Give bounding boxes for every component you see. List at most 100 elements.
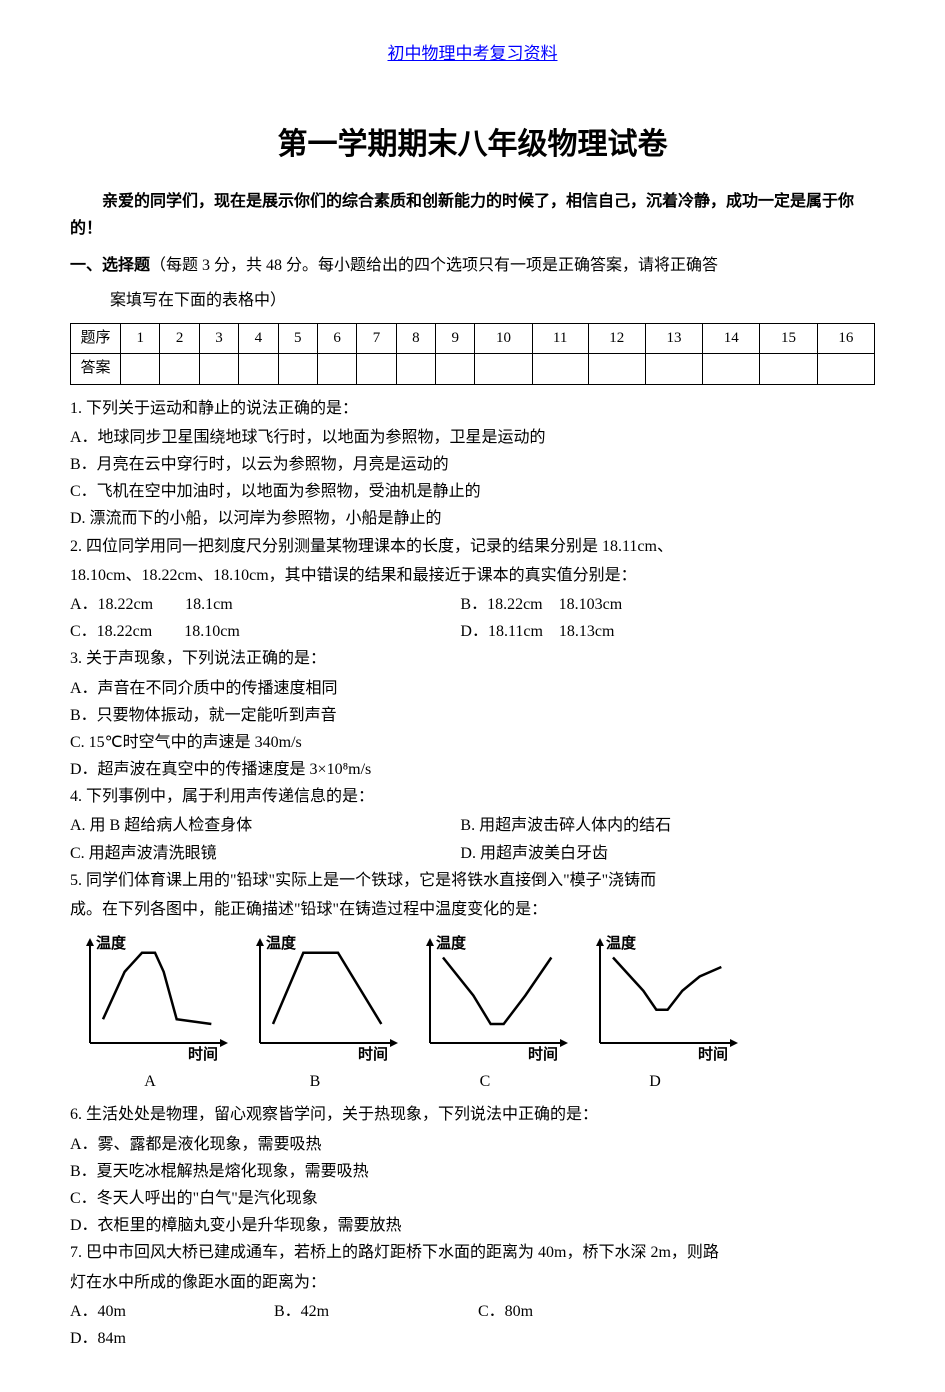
col-head: 9 [436, 323, 475, 354]
q3-stem: 3. 关于声现象，下列说法正确的是： [70, 645, 875, 672]
q2-row1: A．18.22cm 18.1cm B．18.22cm 18.103cm [70, 591, 875, 618]
chart-c: 温度 时间 [410, 933, 570, 1063]
section-1-desc: （每题 3 分，共 48 分。每小题给出的四个选项只有一项是正确答案，请将正确答 [150, 257, 718, 274]
answer-cell[interactable] [278, 354, 317, 385]
col-head: 4 [239, 323, 278, 354]
answer-table: 题序 1 2 3 4 5 6 7 8 9 10 11 12 13 14 15 1… [70, 323, 875, 385]
q2-opt-b: B．18.22cm 18.103cm [460, 591, 846, 618]
answer-cell[interactable] [160, 354, 199, 385]
q2-opt-c: C．18.22cm 18.10cm [70, 618, 456, 645]
q6-opt-d: D．衣柜里的樟脑丸变小是升华现象，需要放热 [70, 1212, 875, 1239]
answer-cell[interactable] [588, 354, 645, 385]
answer-cell[interactable] [396, 354, 435, 385]
answer-cell[interactable] [475, 354, 532, 385]
q7-opt-c: C．80m [478, 1298, 638, 1325]
svg-text:温度: 温度 [96, 934, 127, 952]
section-1-label: 一、选择题 [70, 257, 150, 274]
chart-labels: A B C D [70, 1068, 875, 1095]
q6-opt-b: B．夏天吃冰棍解热是熔化现象，需要吸热 [70, 1158, 875, 1185]
svg-text:时间: 时间 [188, 1045, 218, 1063]
answer-cell[interactable] [121, 354, 160, 385]
svg-text:温度: 温度 [266, 934, 297, 952]
col-head: 5 [278, 323, 317, 354]
table-row: 答案 [71, 354, 875, 385]
q7-opt-b: B．42m [274, 1298, 434, 1325]
q5-stem2: 成。在下列各图中，能正确描述"铅球"在铸造过程中温度变化的是： [70, 896, 875, 923]
q1-stem: 1. 下列关于运动和静止的说法正确的是： [70, 395, 875, 422]
q4-opt-c: C. 用超声波清洗眼镜 [70, 840, 456, 867]
col-head: 8 [396, 323, 435, 354]
col-head: 10 [475, 323, 532, 354]
q2-stem1: 2. 四位同学用同一把刻度尺分别测量某物理课本的长度，记录的结果分别是 18.1… [70, 533, 875, 560]
chart-label-d: D [570, 1068, 740, 1095]
row-label: 答案 [71, 354, 121, 385]
q3-opt-b: B．只要物体振动，就一定能听到声音 [70, 702, 875, 729]
col-head: 7 [357, 323, 396, 354]
col-head: 13 [645, 323, 702, 354]
row-label: 题序 [71, 323, 121, 354]
section-1-desc2: 案填写在下面的表格中） [110, 287, 875, 314]
q4-stem: 4. 下列事例中，属于利用声传递信息的是： [70, 783, 875, 810]
header-link[interactable]: 初中物理中考复习资料 [388, 44, 558, 63]
q7-stem1: 7. 巴中市回风大桥已建成通车，若桥上的路灯距桥下水面的距离为 40m，桥下水深… [70, 1239, 875, 1266]
svg-text:温度: 温度 [436, 934, 467, 952]
chart-d: 温度 时间 [580, 933, 740, 1063]
col-head: 14 [703, 323, 760, 354]
q3-opt-a: A．声音在不同介质中的传播速度相同 [70, 675, 875, 702]
svg-text:温度: 温度 [606, 934, 637, 952]
col-head: 16 [817, 323, 874, 354]
col-head: 2 [160, 323, 199, 354]
answer-cell[interactable] [239, 354, 278, 385]
chart-label-b: B [230, 1068, 400, 1095]
q7-opts: A．40m B．42m C．80m D．84m [70, 1298, 875, 1352]
q4-opt-d: D. 用超声波美白牙齿 [460, 840, 846, 867]
q5-stem1: 5. 同学们体育课上用的"铅球"实际上是一个铁球，它是将铁水直接倒入"模子"浇铸… [70, 867, 875, 894]
q1-opt-a: A．地球同步卫星围绕地球飞行时，以地面为参照物，卫星是运动的 [70, 424, 875, 451]
svg-text:时间: 时间 [528, 1045, 558, 1063]
q7-opt-a: A．40m [70, 1298, 230, 1325]
q7-opt-d: D．84m [70, 1325, 230, 1352]
answer-cell[interactable] [817, 354, 874, 385]
answer-cell[interactable] [357, 354, 396, 385]
q1-opt-d: D. 漂流而下的小船，以河岸为参照物，小船是静止的 [70, 505, 875, 532]
chart-b: 温度 时间 [240, 933, 400, 1063]
q7-stem2: 灯在水中所成的像距水面的距离为： [70, 1269, 875, 1296]
q2-stem2: 18.10cm、18.22cm、18.10cm，其中错误的结果和最接近于课本的真… [70, 562, 875, 589]
col-head: 12 [588, 323, 645, 354]
q6-opt-a: A．雾、露都是液化现象，需要吸热 [70, 1131, 875, 1158]
intro-text: 亲爱的同学们，现在是展示你们的综合素质和创新能力的时候了，相信自己，沉着冷静，成… [70, 188, 875, 242]
q4-opt-b: B. 用超声波击碎人体内的结石 [460, 812, 846, 839]
answer-cell[interactable] [436, 354, 475, 385]
q3-opt-d: D．超声波在真空中的传播速度是 3×10⁸m/s [70, 756, 875, 783]
answer-cell[interactable] [703, 354, 760, 385]
q4-row1: A. 用 B 超给病人检查身体 B. 用超声波击碎人体内的结石 [70, 812, 875, 839]
chart-row: 温度 时间 温度 时间 温度 时间 温度 时间 [70, 933, 875, 1063]
col-head: 6 [317, 323, 356, 354]
q6-stem: 6. 生活处处是物理，留心观察皆学问，关于热现象，下列说法中正确的是： [70, 1101, 875, 1128]
q3-opt-c: C. 15℃时空气中的声速是 340m/s [70, 729, 875, 756]
q1-opt-c: C．飞机在空中加油时，以地面为参照物，受油机是静止的 [70, 478, 875, 505]
q2-row2: C．18.22cm 18.10cm D．18.11cm 18.13cm [70, 618, 875, 645]
q2-opt-a: A．18.22cm 18.1cm [70, 591, 456, 618]
svg-text:时间: 时间 [698, 1045, 728, 1063]
chart-label-c: C [400, 1068, 570, 1095]
section-1-header: 一、选择题（每题 3 分，共 48 分。每小题给出的四个选项只有一项是正确答案，… [70, 252, 875, 279]
page-title: 第一学期期末八年级物理试卷 [70, 119, 875, 170]
header-link-wrap: 初中物理中考复习资料 [70, 40, 875, 69]
answer-cell[interactable] [199, 354, 238, 385]
q4-row2: C. 用超声波清洗眼镜 D. 用超声波美白牙齿 [70, 840, 875, 867]
answer-cell[interactable] [645, 354, 702, 385]
q4-opt-a: A. 用 B 超给病人检查身体 [70, 812, 456, 839]
answer-cell[interactable] [317, 354, 356, 385]
chart-label-a: A [70, 1068, 230, 1095]
col-head: 1 [121, 323, 160, 354]
answer-cell[interactable] [760, 354, 817, 385]
col-head: 3 [199, 323, 238, 354]
answer-cell[interactable] [532, 354, 588, 385]
col-head: 11 [532, 323, 588, 354]
chart-a: 温度 时间 [70, 933, 230, 1063]
table-row: 题序 1 2 3 4 5 6 7 8 9 10 11 12 13 14 15 1… [71, 323, 875, 354]
q1-opt-b: B．月亮在云中穿行时，以云为参照物，月亮是运动的 [70, 451, 875, 478]
col-head: 15 [760, 323, 817, 354]
q6-opt-c: C．冬天人呼出的"白气"是汽化现象 [70, 1185, 875, 1212]
